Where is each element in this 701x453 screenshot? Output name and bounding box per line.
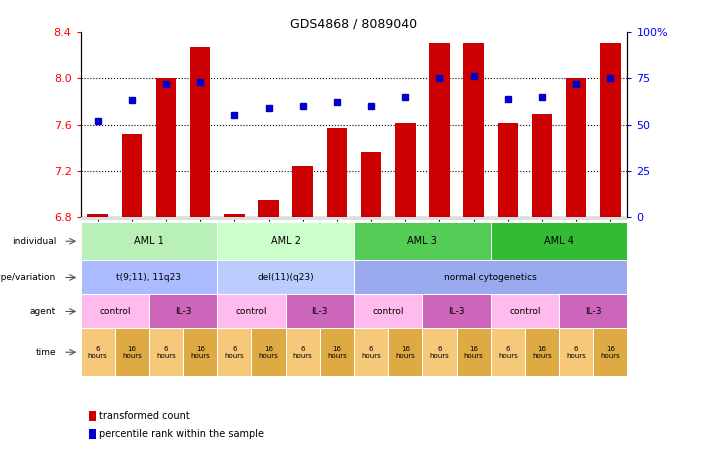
Bar	[115, 328, 149, 376]
Text: percentile rank within the sample: percentile rank within the sample	[99, 429, 264, 439]
Bar	[252, 328, 286, 376]
Bar	[81, 328, 115, 376]
Bar	[354, 222, 491, 260]
Text: 16
hours: 16 hours	[395, 346, 415, 359]
Bar	[361, 152, 381, 217]
Bar	[600, 43, 620, 217]
Text: 6
hours: 6 hours	[156, 346, 176, 359]
Text: individual: individual	[12, 237, 56, 246]
Text: 6
hours: 6 hours	[361, 346, 381, 359]
Bar	[224, 214, 245, 217]
Bar	[491, 294, 559, 328]
Bar	[156, 78, 176, 217]
Text: normal cytogenetics: normal cytogenetics	[444, 273, 537, 282]
Text: del(11)(q23): del(11)(q23)	[257, 273, 314, 282]
Text: IL-3: IL-3	[585, 307, 601, 316]
Bar	[491, 222, 627, 260]
Title: GDS4868 / 8089040: GDS4868 / 8089040	[290, 18, 418, 30]
Bar	[395, 123, 416, 217]
Bar	[354, 294, 422, 328]
Bar	[354, 328, 388, 376]
Text: IL-3: IL-3	[175, 307, 191, 316]
Text: AML 3: AML 3	[407, 236, 437, 246]
Text: control: control	[372, 307, 404, 316]
Bar	[456, 328, 491, 376]
Text: control: control	[236, 307, 267, 316]
Bar	[354, 260, 627, 294]
Bar	[122, 134, 142, 217]
Text: control: control	[99, 307, 130, 316]
Bar	[531, 114, 552, 217]
Text: 6
hours: 6 hours	[498, 346, 517, 359]
Text: control: control	[509, 307, 540, 316]
Bar	[559, 328, 593, 376]
Bar	[81, 222, 217, 260]
Bar	[183, 328, 217, 376]
Bar	[81, 260, 217, 294]
Text: IL-3: IL-3	[311, 307, 328, 316]
Bar	[327, 128, 347, 217]
Text: 16
hours: 16 hours	[464, 346, 484, 359]
Bar	[566, 78, 586, 217]
Text: t(9;11), 11q23: t(9;11), 11q23	[116, 273, 182, 282]
Text: AML 4: AML 4	[544, 236, 574, 246]
Bar	[422, 328, 456, 376]
Text: AML 1: AML 1	[134, 236, 164, 246]
Bar	[217, 294, 286, 328]
Bar	[320, 328, 354, 376]
Bar	[149, 294, 217, 328]
Text: 16
hours: 16 hours	[327, 346, 347, 359]
Bar	[88, 429, 96, 439]
Bar	[491, 328, 525, 376]
Bar	[88, 410, 96, 421]
Text: 16
hours: 16 hours	[601, 346, 620, 359]
Text: 6
hours: 6 hours	[293, 346, 313, 359]
Text: transformed count: transformed count	[99, 410, 189, 421]
Bar	[190, 47, 210, 217]
Text: 16
hours: 16 hours	[191, 346, 210, 359]
Bar	[593, 328, 627, 376]
Text: IL-3: IL-3	[448, 307, 465, 316]
Bar	[429, 43, 450, 217]
Bar	[217, 222, 354, 260]
Bar	[217, 328, 252, 376]
Bar	[258, 200, 279, 217]
Text: AML 2: AML 2	[271, 236, 301, 246]
Bar	[292, 166, 313, 217]
Bar	[525, 328, 559, 376]
Text: agent: agent	[30, 307, 56, 316]
Text: genotype/variation: genotype/variation	[0, 273, 56, 282]
Bar	[217, 260, 354, 294]
Bar	[81, 294, 149, 328]
Bar	[81, 217, 627, 220]
Bar	[286, 328, 320, 376]
Text: 16
hours: 16 hours	[122, 346, 142, 359]
Text: 6
hours: 6 hours	[88, 346, 107, 359]
Bar	[498, 123, 518, 217]
Text: 6
hours: 6 hours	[566, 346, 586, 359]
Bar	[559, 294, 627, 328]
Bar	[88, 214, 108, 217]
Text: 6
hours: 6 hours	[430, 346, 449, 359]
Bar	[149, 328, 183, 376]
Bar	[422, 294, 491, 328]
Text: 16
hours: 16 hours	[259, 346, 278, 359]
Bar	[286, 294, 354, 328]
Bar	[463, 43, 484, 217]
Bar	[388, 328, 422, 376]
Text: 6
hours: 6 hours	[224, 346, 244, 359]
Text: time: time	[36, 348, 56, 357]
Text: 16
hours: 16 hours	[532, 346, 552, 359]
